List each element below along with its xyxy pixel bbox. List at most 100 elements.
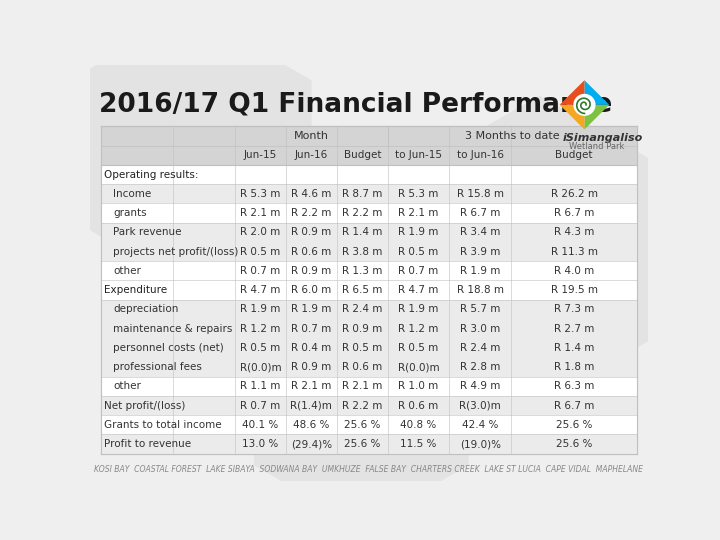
Text: 25.6 %: 25.6 % bbox=[556, 439, 593, 449]
Text: R 0.5 m: R 0.5 m bbox=[342, 343, 382, 353]
Circle shape bbox=[574, 94, 595, 115]
Polygon shape bbox=[559, 80, 585, 105]
Text: R 15.8 m: R 15.8 m bbox=[456, 189, 504, 199]
Text: R 0.6 m: R 0.6 m bbox=[398, 401, 438, 410]
Polygon shape bbox=[254, 280, 469, 527]
Text: R 6.3 m: R 6.3 m bbox=[554, 381, 594, 391]
Text: R 3.4 m: R 3.4 m bbox=[460, 227, 500, 237]
Text: Budget: Budget bbox=[555, 150, 593, 160]
Text: R 1.4 m: R 1.4 m bbox=[554, 343, 594, 353]
Text: R 1.9 m: R 1.9 m bbox=[291, 304, 331, 314]
Text: R 11.3 m: R 11.3 m bbox=[551, 247, 598, 256]
Text: Wetland Park: Wetland Park bbox=[569, 142, 624, 151]
Text: Operating results:: Operating results: bbox=[104, 170, 199, 179]
Text: to Jun-15: to Jun-15 bbox=[395, 150, 442, 160]
Bar bbox=[101, 396, 637, 415]
Text: R 19.5 m: R 19.5 m bbox=[551, 285, 598, 295]
Text: grants: grants bbox=[113, 208, 147, 218]
Text: R 1.4 m: R 1.4 m bbox=[342, 227, 382, 237]
Polygon shape bbox=[585, 80, 609, 105]
Text: R 2.2 m: R 2.2 m bbox=[342, 401, 382, 410]
Text: projects net profit/(loss): projects net profit/(loss) bbox=[113, 247, 238, 256]
Bar bbox=[101, 280, 637, 300]
Bar bbox=[101, 222, 637, 261]
Text: R 18.8 m: R 18.8 m bbox=[456, 285, 504, 295]
Bar bbox=[101, 377, 637, 396]
Text: R 1.0 m: R 1.0 m bbox=[398, 381, 438, 391]
Text: Expenditure: Expenditure bbox=[104, 285, 167, 295]
Text: R 26.2 m: R 26.2 m bbox=[551, 189, 598, 199]
Text: 25.6 %: 25.6 % bbox=[344, 420, 380, 430]
Text: KOSI BAY  COASTAL FOREST  LAKE SIBAYA  SODWANA BAY  UMKHUZE  FALSE BAY  CHARTERS: KOSI BAY COASTAL FOREST LAKE SIBAYA SODW… bbox=[94, 465, 644, 475]
Text: R(0.0)m: R(0.0)m bbox=[240, 362, 282, 372]
Polygon shape bbox=[585, 105, 609, 130]
Text: R 2.8 m: R 2.8 m bbox=[460, 362, 500, 372]
Text: R 0.9 m: R 0.9 m bbox=[291, 266, 331, 276]
Text: 25.6 %: 25.6 % bbox=[344, 439, 380, 449]
Text: R 6.5 m: R 6.5 m bbox=[342, 285, 382, 295]
Text: professional fees: professional fees bbox=[113, 362, 202, 372]
Text: 25.6 %: 25.6 % bbox=[556, 420, 593, 430]
Text: R 1.9 m: R 1.9 m bbox=[398, 304, 438, 314]
Bar bbox=[101, 126, 637, 146]
Text: R 6.7 m: R 6.7 m bbox=[460, 208, 500, 218]
Text: R 4.6 m: R 4.6 m bbox=[291, 189, 331, 199]
Text: R 6.0 m: R 6.0 m bbox=[291, 285, 331, 295]
Text: R 6.7 m: R 6.7 m bbox=[554, 208, 594, 218]
Text: depreciation: depreciation bbox=[113, 304, 179, 314]
Text: Profit to revenue: Profit to revenue bbox=[104, 439, 191, 449]
Text: R 1.1 m: R 1.1 m bbox=[240, 381, 281, 391]
Text: R 0.4 m: R 0.4 m bbox=[291, 343, 331, 353]
Text: R 4.7 m: R 4.7 m bbox=[240, 285, 281, 295]
Text: R 0.7 m: R 0.7 m bbox=[240, 401, 281, 410]
Text: 42.4 %: 42.4 % bbox=[462, 420, 498, 430]
Text: R 1.9 m: R 1.9 m bbox=[240, 304, 281, 314]
Text: 40.1 %: 40.1 % bbox=[242, 420, 279, 430]
Text: R 1.3 m: R 1.3 m bbox=[342, 266, 382, 276]
Text: Income: Income bbox=[113, 189, 151, 199]
Text: R 0.7 m: R 0.7 m bbox=[398, 266, 438, 276]
Bar bbox=[101, 415, 637, 434]
Text: Grants to total income: Grants to total income bbox=[104, 420, 222, 430]
Text: 2016/17 Q1 Financial Performance: 2016/17 Q1 Financial Performance bbox=[99, 92, 613, 118]
Text: R 0.9 m: R 0.9 m bbox=[291, 227, 331, 237]
Text: R 2.4 m: R 2.4 m bbox=[342, 304, 382, 314]
Text: R 8.7 m: R 8.7 m bbox=[342, 189, 382, 199]
Text: R 2.4 m: R 2.4 m bbox=[460, 343, 500, 353]
Text: R 1.9 m: R 1.9 m bbox=[460, 266, 500, 276]
Text: R 1.2 m: R 1.2 m bbox=[398, 323, 438, 334]
Text: Net profit/(loss): Net profit/(loss) bbox=[104, 401, 185, 410]
Text: 13.0 %: 13.0 % bbox=[242, 439, 279, 449]
Text: R 4.0 m: R 4.0 m bbox=[554, 266, 594, 276]
Text: R 1.8 m: R 1.8 m bbox=[554, 362, 594, 372]
Text: R 2.1 m: R 2.1 m bbox=[342, 381, 382, 391]
Text: R 0.7 m: R 0.7 m bbox=[240, 266, 281, 276]
Text: Jun-16: Jun-16 bbox=[294, 150, 328, 160]
Text: R 2.1 m: R 2.1 m bbox=[398, 208, 438, 218]
Polygon shape bbox=[70, 11, 312, 288]
Text: 3 Months to date: 3 Months to date bbox=[465, 131, 559, 141]
Text: iSimangaliso: iSimangaliso bbox=[563, 132, 643, 143]
Text: R 0.7 m: R 0.7 m bbox=[291, 323, 331, 334]
Text: Park revenue: Park revenue bbox=[113, 227, 181, 237]
Text: R 7.3 m: R 7.3 m bbox=[554, 304, 594, 314]
Text: R(1.4)m: R(1.4)m bbox=[290, 401, 333, 410]
Bar bbox=[101, 204, 637, 222]
Text: R 3.0 m: R 3.0 m bbox=[460, 323, 500, 334]
Text: R 1.9 m: R 1.9 m bbox=[398, 227, 438, 237]
Bar bbox=[101, 434, 637, 454]
Text: R 0.9 m: R 0.9 m bbox=[291, 362, 331, 372]
Text: R 0.5 m: R 0.5 m bbox=[240, 343, 281, 353]
Text: R 3.8 m: R 3.8 m bbox=[342, 247, 382, 256]
Text: other: other bbox=[113, 266, 141, 276]
Text: to Jun-16: to Jun-16 bbox=[456, 150, 504, 160]
Text: maintenance & repairs: maintenance & repairs bbox=[113, 323, 233, 334]
Text: R 6.7 m: R 6.7 m bbox=[554, 401, 594, 410]
Text: R 2.1 m: R 2.1 m bbox=[291, 381, 331, 391]
Text: R 3.9 m: R 3.9 m bbox=[460, 247, 500, 256]
Text: R 1.2 m: R 1.2 m bbox=[240, 323, 281, 334]
Bar bbox=[101, 126, 637, 454]
Text: Jun-15: Jun-15 bbox=[244, 150, 277, 160]
Text: R 0.6 m: R 0.6 m bbox=[291, 247, 331, 256]
Text: R 5.3 m: R 5.3 m bbox=[398, 189, 438, 199]
